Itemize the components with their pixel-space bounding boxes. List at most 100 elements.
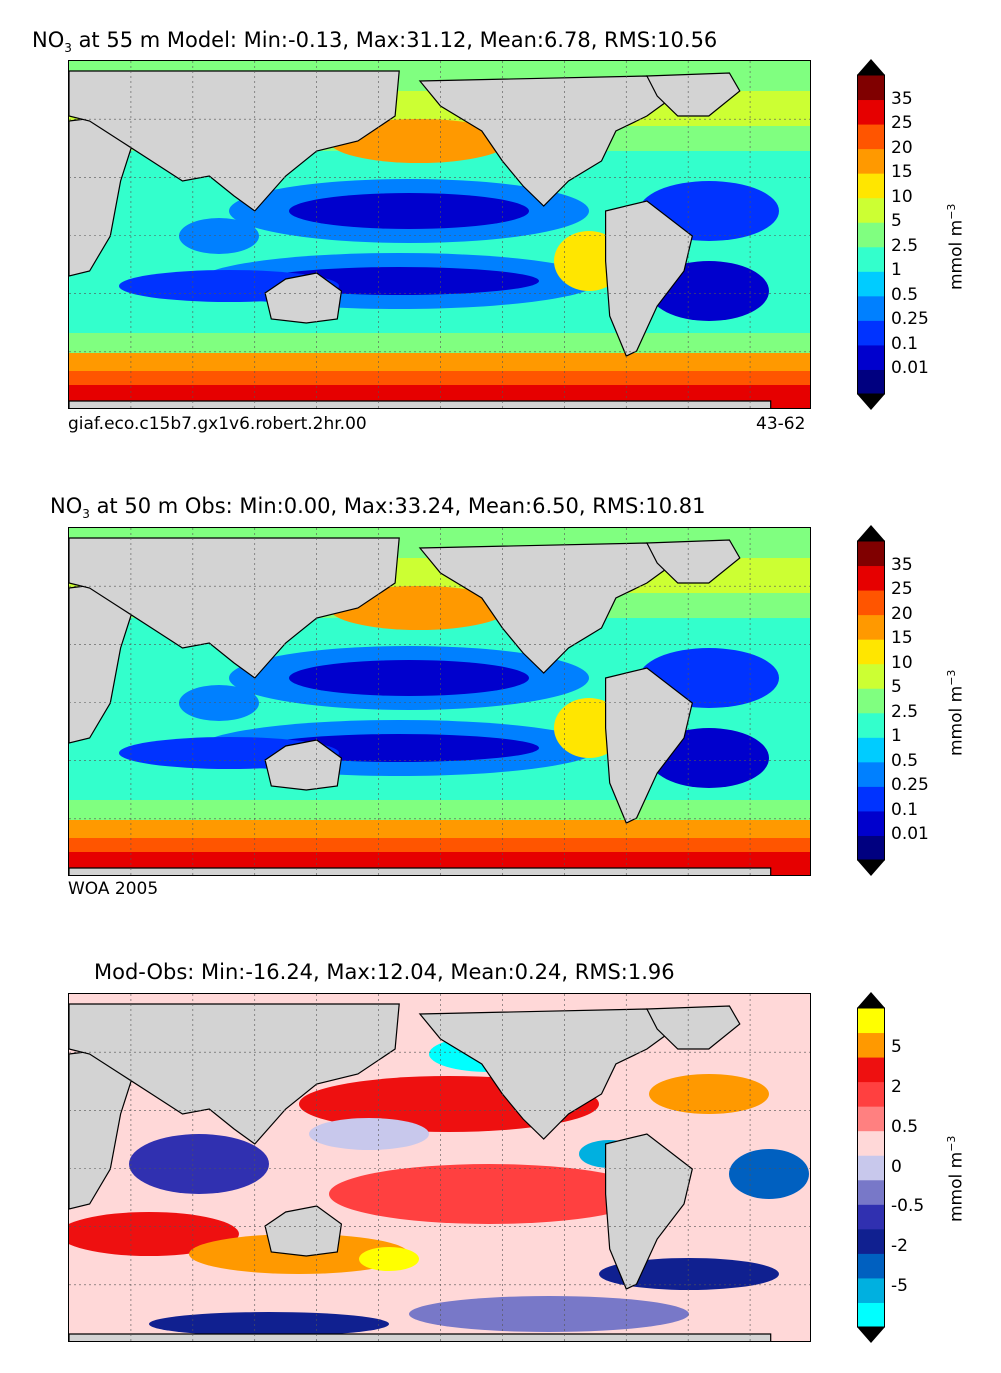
colorbar-swatch — [857, 99, 885, 125]
colorbar-swatch — [857, 590, 885, 616]
south-america-landmass — [604, 200, 693, 357]
colorbar-swatch — [857, 369, 885, 395]
colorbar-swatch — [857, 1228, 885, 1254]
australia-landmass — [264, 272, 343, 324]
colorbar-tick-label: 1 — [891, 726, 902, 747]
model-colorbar-unit: mmol m−3 — [945, 203, 967, 290]
colorbar-swatch — [857, 222, 885, 248]
obs-colorbar-unit: mmol m−3 — [945, 669, 967, 756]
concentration-band — [69, 333, 810, 353]
colorbar-tick-label: 0.25 — [891, 775, 929, 796]
colorbar-swatch — [857, 124, 885, 150]
south-america-landmass — [604, 667, 693, 824]
colorbar-tick-label: 0.25 — [891, 309, 929, 330]
colorbar-swatch — [857, 1302, 885, 1328]
difference-contour — [729, 1149, 809, 1199]
colorbar-swatch — [857, 639, 885, 665]
concentration-band — [69, 838, 810, 852]
colorbar-swatch — [857, 295, 885, 321]
antarctica-landmass — [69, 867, 772, 875]
colorbar-tick-label: 10 — [891, 186, 913, 207]
colorbar-swatch — [857, 197, 885, 223]
greenland-landmass — [645, 1005, 741, 1050]
colorbar-swatch — [857, 1057, 885, 1083]
difference-colorbar-unit: mmol m−3 — [945, 1135, 967, 1222]
colorbar-swatch — [857, 1130, 885, 1156]
colorbar-tick-label: 20 — [891, 603, 913, 624]
colorbar-tick-label: 2.5 — [891, 235, 919, 256]
model-years: 43-62 — [756, 414, 806, 434]
colorbar-tick-label: -5 — [891, 1276, 908, 1297]
obs-source: WOA 2005 — [68, 879, 159, 899]
colorbar-swatch — [857, 1204, 885, 1230]
concentration-contour — [179, 218, 259, 254]
colorbar-swatch — [857, 835, 885, 861]
colorbar-extend-max — [857, 525, 885, 541]
colorbar-swatch — [857, 246, 885, 272]
difference-contour — [129, 1134, 269, 1194]
colorbar-swatch — [857, 1032, 885, 1058]
colorbar-tick-label: 5 — [891, 1036, 902, 1057]
model-colorbar — [857, 59, 885, 410]
greenland-landmass — [645, 72, 741, 117]
colorbar-swatch — [857, 1277, 885, 1303]
colorbar-swatch — [857, 1253, 885, 1279]
colorbar-swatch — [857, 786, 885, 812]
difference-contour — [69, 1212, 239, 1256]
colorbar-swatch — [857, 148, 885, 174]
model-run-id: giaf.eco.c15b7.gx1v6.robert.2hr.00 — [68, 414, 367, 434]
australia-landmass — [264, 739, 343, 791]
concentration-band — [69, 353, 810, 371]
difference-contour — [329, 1164, 649, 1224]
difference-contour — [149, 1312, 389, 1336]
concentration-contour — [289, 193, 529, 229]
colorbar-swatch — [857, 663, 885, 689]
colorbar-swatch — [857, 173, 885, 199]
difference-contour — [309, 1118, 429, 1150]
colorbar-extend-max — [857, 992, 885, 1008]
colorbar-tick-label: -2 — [891, 1236, 908, 1257]
colorbar-extend-min — [857, 860, 885, 876]
colorbar-tick-label: 15 — [891, 628, 913, 649]
colorbar-tick-label: 0.1 — [891, 333, 919, 354]
colorbar-tick-label: 20 — [891, 137, 913, 158]
colorbar-swatch — [857, 614, 885, 640]
colorbar-tick-label: 0.01 — [891, 358, 929, 379]
colorbar-tick-label: 35 — [891, 88, 913, 109]
difference-map — [68, 993, 811, 1342]
difference-contour — [409, 1296, 689, 1332]
colorbar-swatch — [857, 1106, 885, 1132]
colorbar-swatch — [857, 688, 885, 714]
colorbar-tick-label: 25 — [891, 113, 913, 134]
colorbar-swatch — [857, 761, 885, 787]
colorbar-tick-label: 35 — [891, 554, 913, 575]
colorbar-swatch — [857, 75, 885, 101]
colorbar-extend-min — [857, 1327, 885, 1343]
model-map — [68, 60, 811, 409]
colorbar-swatch — [857, 320, 885, 346]
difference-colorbar — [857, 992, 885, 1343]
colorbar-swatch — [857, 1081, 885, 1107]
antarctica-landmass — [69, 1333, 772, 1341]
concentration-band — [69, 800, 810, 820]
colorbar-swatch — [857, 565, 885, 591]
colorbar-swatch — [857, 712, 885, 738]
colorbar-swatch — [857, 737, 885, 763]
colorbar-tick-label: 0.1 — [891, 799, 919, 820]
colorbar-tick-label: 2 — [891, 1076, 902, 1097]
colorbar-extend-min — [857, 394, 885, 410]
colorbar-swatch — [857, 541, 885, 567]
colorbar-extend-max — [857, 59, 885, 75]
panel3-title: Mod-Obs: Min:-16.24, Max:12.04, Mean:0.2… — [94, 960, 675, 984]
antarctica-landmass — [69, 400, 772, 408]
colorbar-swatch — [857, 1008, 885, 1034]
obs-colorbar — [857, 525, 885, 876]
colorbar-swatch — [857, 810, 885, 836]
colorbar-tick-label: 15 — [891, 162, 913, 183]
colorbar-swatch — [857, 344, 885, 370]
australia-landmass — [264, 1205, 343, 1257]
south-america-landmass — [604, 1133, 693, 1290]
difference-contour — [649, 1074, 769, 1114]
panel1-title: NO3 at 55 m Model: Min:-0.13, Max:31.12,… — [32, 28, 718, 56]
colorbar-tick-label: 1 — [891, 260, 902, 281]
